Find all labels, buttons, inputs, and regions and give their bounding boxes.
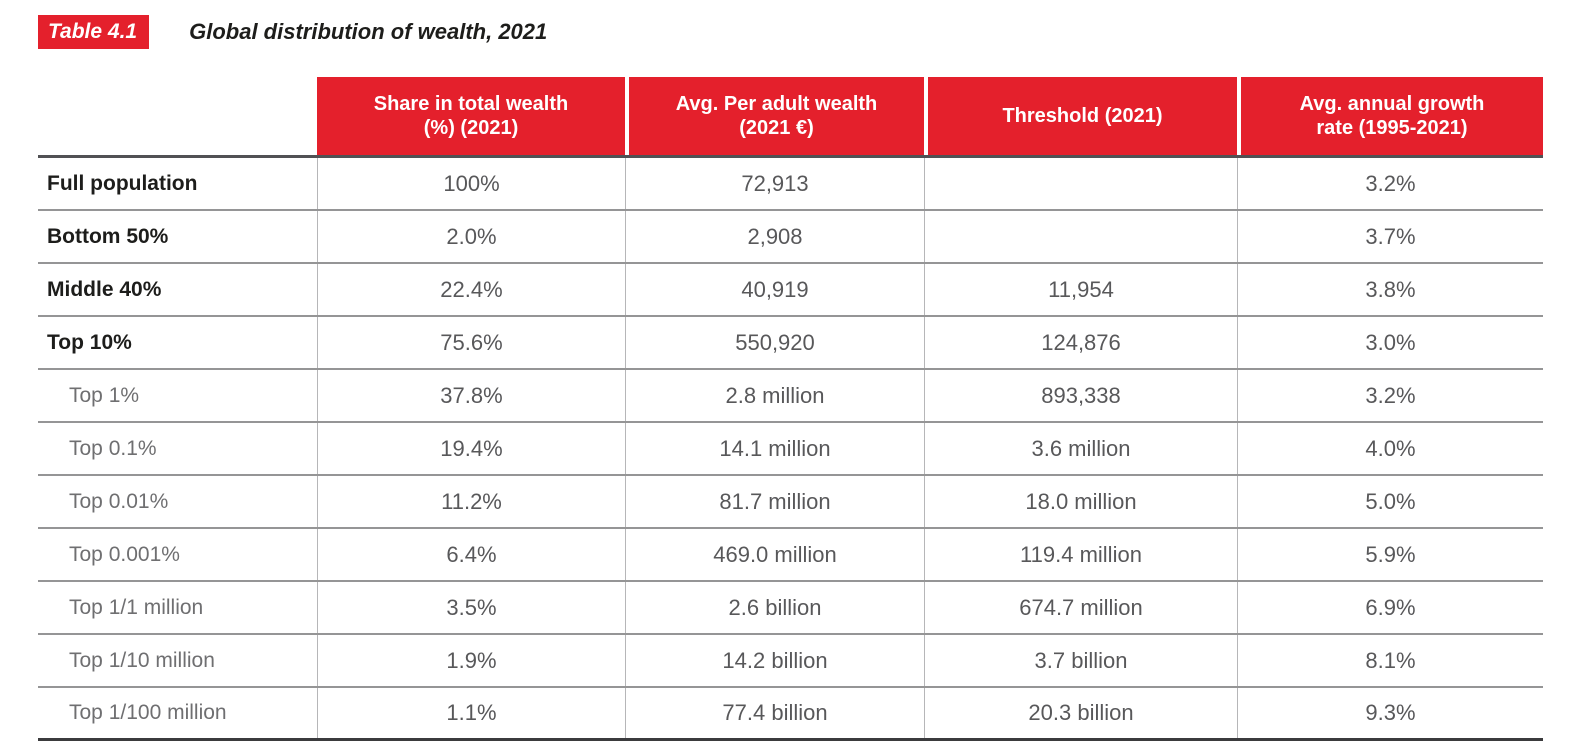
share-cell: 11.2% [317, 476, 625, 527]
table-row-top-1: Top 1% 37.8% 2.8 million 893,338 3.2% [38, 370, 1543, 423]
row-label: Top 0.001% [69, 542, 180, 566]
header-cell-share: Share in total wealth (%) (2021) [317, 77, 625, 155]
avg-wealth-cell: 2.8 million [625, 370, 924, 421]
threshold-cell: 11,954 [924, 264, 1237, 315]
share-cell: 19.4% [317, 423, 625, 474]
share-cell: 1.1% [317, 688, 625, 738]
row-label: Top 10% [47, 330, 132, 354]
share-cell: 37.8% [317, 370, 625, 421]
avg-wealth-cell: 14.1 million [625, 423, 924, 474]
avg-wealth-cell: 77.4 billion [625, 688, 924, 738]
avg-wealth-cell: 2,908 [625, 211, 924, 262]
threshold-cell [924, 158, 1237, 209]
share-cell: 75.6% [317, 317, 625, 368]
table-row-top-1-in-10m: Top 1/10 million 1.9% 14.2 billion 3.7 b… [38, 635, 1543, 688]
table-row-top-1-in-1m: Top 1/1 million 3.5% 2.6 billion 674.7 m… [38, 582, 1543, 635]
table-row-middle-40: Middle 40% 22.4% 40,919 11,954 3.8% [38, 264, 1543, 317]
share-cell: 22.4% [317, 264, 625, 315]
threshold-cell: 20.3 billion [924, 688, 1237, 738]
table-row-full-population: Full population 100% 72,913 3.2% [38, 158, 1543, 211]
growth-cell: 3.8% [1237, 264, 1543, 315]
header-cell-empty [38, 77, 317, 155]
threshold-cell: 3.7 billion [924, 635, 1237, 686]
header-cell-avg-wealth: Avg. Per adult wealth (2021 €) [625, 77, 924, 155]
avg-wealth-cell: 81.7 million [625, 476, 924, 527]
row-label: Top 1% [69, 383, 140, 407]
growth-cell: 3.7% [1237, 211, 1543, 262]
row-label: Top 0.1% [69, 436, 157, 460]
table-row-top-0-1: Top 0.1% 19.4% 14.1 million 3.6 million … [38, 423, 1543, 476]
table-row-top-10: Top 10% 75.6% 550,920 124,876 3.0% [38, 317, 1543, 370]
threshold-cell [924, 211, 1237, 262]
table-number-badge: Table 4.1 [38, 15, 150, 49]
table-row-top-0-001: Top 0.001% 6.4% 469.0 million 119.4 mill… [38, 529, 1543, 582]
growth-cell: 5.9% [1237, 529, 1543, 580]
avg-wealth-cell: 14.2 billion [625, 635, 924, 686]
growth-cell: 3.2% [1237, 370, 1543, 421]
growth-cell: 4.0% [1237, 423, 1543, 474]
threshold-cell: 674.7 million [924, 582, 1237, 633]
threshold-cell: 18.0 million [924, 476, 1237, 527]
threshold-cell: 124,876 [924, 317, 1237, 368]
table-caption: Table 4.1 Global distribution of wealth,… [38, 15, 547, 49]
row-label: Top 1/100 million [69, 701, 227, 724]
row-label: Middle 40% [47, 277, 162, 301]
table-row-bottom-50: Bottom 50% 2.0% 2,908 3.7% [38, 211, 1543, 264]
avg-wealth-cell: 550,920 [625, 317, 924, 368]
row-label: Full population [47, 171, 198, 195]
threshold-cell: 3.6 million [924, 423, 1237, 474]
table-title: Global distribution of wealth, 2021 [189, 19, 548, 44]
growth-cell: 9.3% [1237, 688, 1543, 738]
threshold-cell: 893,338 [924, 370, 1237, 421]
share-cell: 1.9% [317, 635, 625, 686]
share-cell: 100% [317, 158, 625, 209]
row-label: Top 1/10 million [69, 648, 215, 672]
wealth-distribution-table: Share in total wealth (%) (2021) Avg. Pe… [38, 77, 1543, 741]
threshold-cell: 119.4 million [924, 529, 1237, 580]
row-label: Bottom 50% [47, 224, 169, 248]
avg-wealth-cell: 40,919 [625, 264, 924, 315]
row-label: Top 0.01% [69, 489, 169, 513]
header-cell-growth: Avg. annual growth rate (1995-2021) [1237, 77, 1543, 155]
avg-wealth-cell: 469.0 million [625, 529, 924, 580]
table-row-top-1-in-100m: Top 1/100 million 1.1% 77.4 billion 20.3… [38, 688, 1543, 741]
share-cell: 6.4% [317, 529, 625, 580]
growth-cell: 5.0% [1237, 476, 1543, 527]
table-row-top-0-01: Top 0.01% 11.2% 81.7 million 18.0 millio… [38, 476, 1543, 529]
header-row: Share in total wealth (%) (2021) Avg. Pe… [38, 77, 1543, 158]
growth-cell: 8.1% [1237, 635, 1543, 686]
avg-wealth-cell: 72,913 [625, 158, 924, 209]
share-cell: 3.5% [317, 582, 625, 633]
growth-cell: 3.0% [1237, 317, 1543, 368]
growth-cell: 6.9% [1237, 582, 1543, 633]
header-cell-threshold: Threshold (2021) [924, 77, 1237, 155]
avg-wealth-cell: 2.6 billion [625, 582, 924, 633]
share-cell: 2.0% [317, 211, 625, 262]
growth-cell: 3.2% [1237, 158, 1543, 209]
row-label: Top 1/1 million [69, 595, 204, 619]
